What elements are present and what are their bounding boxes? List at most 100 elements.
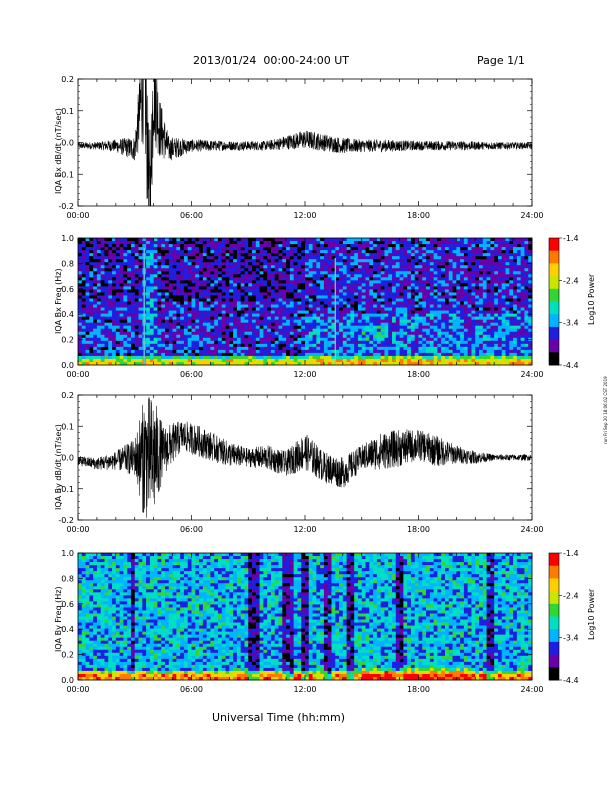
spectrogram-cell: [293, 262, 298, 266]
spectrogram-cell: [403, 274, 408, 278]
spectrogram-cell: [104, 316, 109, 321]
spectrogram-cell: [89, 238, 94, 242]
spectrogram-cell: [426, 346, 431, 351]
spectrogram-cell: [100, 361, 105, 366]
spectrogram-cell: [267, 304, 272, 308]
spectrogram-cell: [335, 325, 340, 330]
spectrogram-cell: [342, 361, 348, 366]
spectrogram-cell: [274, 253, 279, 257]
spectrogram-cell: [89, 334, 94, 339]
spectrogram-cell: [214, 292, 219, 296]
spectrogram-cell: [369, 244, 374, 248]
spectrogram-cell: [289, 301, 295, 305]
spectrogram-cell: [422, 244, 427, 248]
spectrogram-cell: [395, 244, 400, 248]
spectrogram-cell: [357, 307, 363, 311]
spectrogram-cell: [509, 346, 514, 351]
spectrogram-cell: [365, 319, 370, 324]
spectrogram-cell: [380, 316, 385, 321]
spectrogram-cell: [369, 259, 374, 263]
spectrogram-cell: [191, 241, 196, 245]
x-tick-label: 18:00: [407, 211, 430, 220]
spectrogram-cell: [346, 262, 351, 266]
spectrogram-cell: [78, 241, 83, 245]
spectrogram-cell: [214, 304, 219, 308]
spectrogram-cell: [467, 352, 472, 357]
spectrogram-cell: [497, 346, 503, 351]
spectrogram-cell: [361, 289, 366, 293]
spectrogram-cell: [490, 241, 495, 245]
spectrogram-cell: [335, 253, 340, 257]
spectrogram-cell: [138, 259, 143, 263]
spectrogram-cell: [369, 328, 374, 333]
spectrogram-cell: [342, 292, 348, 296]
spectrogram-cell: [252, 253, 257, 257]
spectrogram-cell: [422, 247, 427, 251]
spectrogram-cell: [308, 322, 313, 327]
spectrogram-cell: [183, 313, 189, 318]
spectrogram-cell: [225, 355, 230, 360]
spectrogram-cell: [119, 250, 124, 254]
spectrogram-cell: [119, 265, 124, 269]
spectrogram-cell: [252, 301, 257, 305]
spectrogram-cell: [78, 313, 83, 318]
spectrogram-cell: [422, 304, 427, 308]
spectrogram-cell: [289, 247, 295, 251]
spectrogram-cell: [146, 244, 151, 248]
spectrogram-cell: [195, 253, 200, 257]
spectrogram-cell: [354, 253, 359, 257]
spectrogram-cell: [429, 301, 435, 305]
spectrogram-cell: [191, 283, 196, 287]
spectrogram-cell: [187, 349, 192, 354]
spectrogram-cell: [509, 277, 514, 281]
spectrogram-cell: [149, 244, 155, 248]
spectrogram-cell: [448, 310, 453, 314]
spectrogram-cell: [104, 295, 109, 299]
spectrogram-cell: [323, 259, 329, 263]
spectrogram-cell: [93, 355, 98, 360]
spectrogram-cell: [206, 331, 211, 336]
spectrogram-cell: [486, 238, 491, 242]
spectrogram-cell: [217, 331, 223, 336]
spectrogram-cell: [497, 343, 503, 348]
spectrogram-cell: [384, 304, 389, 308]
spectrogram-cell: [180, 349, 185, 354]
spectrogram-cell: [414, 268, 419, 272]
spectrogram-cell: [81, 250, 86, 254]
spectrogram-cell: [165, 304, 170, 308]
spectrogram-cell: [354, 319, 359, 324]
spectrogram-cell: [210, 256, 215, 260]
spectrogram-cell: [165, 316, 170, 321]
spectrogram-cell: [312, 340, 317, 345]
spectrogram-cell: [263, 322, 268, 327]
spectrogram-cell: [244, 280, 249, 284]
spectrogram-cell: [187, 280, 192, 284]
spectrogram-cell: [293, 346, 298, 351]
spectrogram-cell: [270, 262, 276, 266]
spectrogram-cell: [463, 295, 469, 299]
spectrogram-cell: [418, 343, 423, 348]
spectrogram-cell: [225, 256, 230, 260]
spectrogram-cell: [289, 292, 295, 296]
spectrogram-cell: [452, 259, 457, 263]
spectrogram-cell: [146, 250, 151, 254]
spectrogram-cell: [89, 274, 94, 278]
spectrogram-cell: [248, 256, 253, 260]
spectrogram-cell: [494, 280, 499, 284]
spectrogram-cell: [452, 295, 457, 299]
spectrogram-cell: [240, 256, 245, 260]
spectrogram-cell: [444, 283, 450, 287]
spectrogram-cell: [233, 298, 238, 302]
spectrogram-cell: [354, 301, 359, 305]
spectrogram-cell: [259, 286, 264, 290]
spectrogram-cell: [240, 286, 245, 290]
spectrogram-cell: [433, 265, 438, 269]
spectrogram-cell: [255, 337, 260, 342]
spectrogram-cell: [229, 274, 234, 278]
spectrogram-cell: [380, 349, 385, 354]
spectrogram-cell: [312, 325, 317, 330]
spectrogram-cell: [346, 313, 351, 318]
spectrogram-cell: [248, 286, 253, 290]
spectrogram-cell: [482, 346, 487, 351]
spectrogram-cell: [130, 337, 136, 342]
